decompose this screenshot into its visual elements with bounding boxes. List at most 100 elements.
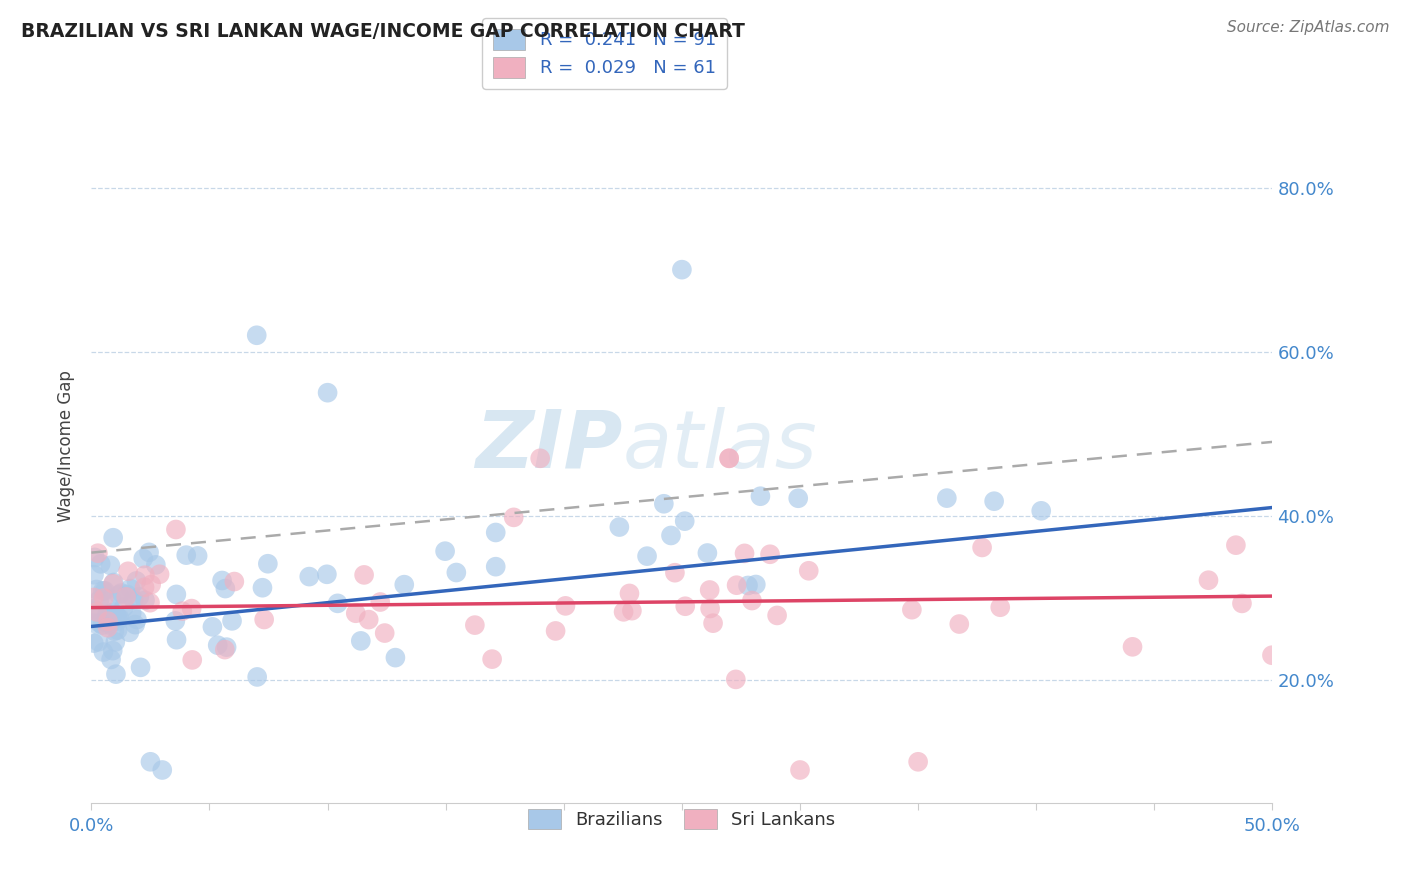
Point xyxy=(214,582,236,596)
Point xyxy=(613,605,636,619)
Point xyxy=(165,523,187,537)
Point xyxy=(609,520,631,534)
Point xyxy=(246,670,269,684)
Point xyxy=(96,607,118,622)
Point xyxy=(357,613,380,627)
Point xyxy=(529,451,551,466)
Point xyxy=(901,602,924,616)
Point xyxy=(97,607,120,622)
Point xyxy=(214,642,236,657)
Point xyxy=(89,616,111,631)
Point xyxy=(619,586,641,600)
Point xyxy=(201,620,224,634)
Point xyxy=(107,614,129,628)
Point xyxy=(745,577,768,591)
Point xyxy=(139,755,162,769)
Point xyxy=(207,638,229,652)
Point xyxy=(174,548,197,562)
Point xyxy=(83,603,105,617)
Point xyxy=(554,599,576,613)
Point xyxy=(935,491,957,505)
Point xyxy=(368,595,391,609)
Point xyxy=(353,568,375,582)
Point xyxy=(699,582,721,597)
Point xyxy=(87,634,110,648)
Point xyxy=(350,633,373,648)
Point xyxy=(1261,648,1284,663)
Point xyxy=(172,604,194,618)
Point xyxy=(107,623,129,637)
Point xyxy=(107,588,129,602)
Point xyxy=(134,568,156,582)
Point xyxy=(749,489,772,503)
Point xyxy=(180,601,202,615)
Point xyxy=(766,608,789,623)
Point xyxy=(118,625,141,640)
Point xyxy=(110,586,132,600)
Point xyxy=(83,591,105,605)
Point xyxy=(344,606,367,620)
Point xyxy=(93,645,115,659)
Point xyxy=(83,616,105,631)
Point xyxy=(100,558,122,573)
Point xyxy=(620,604,643,618)
Point xyxy=(664,566,686,580)
Point xyxy=(104,635,127,649)
Point xyxy=(91,618,114,632)
Point xyxy=(384,650,406,665)
Point xyxy=(434,544,457,558)
Point xyxy=(1031,504,1053,518)
Point xyxy=(101,576,124,591)
Point xyxy=(150,763,173,777)
Y-axis label: Wage/Income Gap: Wage/Income Gap xyxy=(58,370,76,522)
Point xyxy=(316,385,339,400)
Point xyxy=(246,328,269,343)
Point xyxy=(948,617,970,632)
Point xyxy=(446,566,468,580)
Point xyxy=(699,601,721,615)
Point xyxy=(124,617,146,632)
Point xyxy=(1121,640,1143,654)
Point xyxy=(759,547,782,561)
Point xyxy=(253,613,276,627)
Text: ZIP: ZIP xyxy=(475,407,623,485)
Point xyxy=(132,551,155,566)
Point xyxy=(93,591,115,605)
Point xyxy=(485,525,508,540)
Point xyxy=(724,673,747,687)
Point xyxy=(108,611,131,625)
Text: BRAZILIAN VS SRI LANKAN WAGE/INCOME GAP CORRELATION CHART: BRAZILIAN VS SRI LANKAN WAGE/INCOME GAP … xyxy=(21,22,745,41)
Point xyxy=(86,605,108,619)
Point xyxy=(972,541,994,555)
Point xyxy=(120,582,142,596)
Point xyxy=(671,262,693,277)
Point xyxy=(165,614,187,628)
Point xyxy=(104,667,127,681)
Text: Source: ZipAtlas.com: Source: ZipAtlas.com xyxy=(1226,20,1389,35)
Point xyxy=(673,514,696,528)
Point xyxy=(107,611,129,625)
Point xyxy=(112,600,135,615)
Point xyxy=(725,578,748,592)
Point xyxy=(326,596,349,610)
Point xyxy=(100,652,122,666)
Point xyxy=(97,614,120,628)
Point xyxy=(789,763,811,777)
Point xyxy=(96,615,118,630)
Point xyxy=(252,581,274,595)
Point xyxy=(741,593,763,607)
Point xyxy=(128,590,150,604)
Point xyxy=(89,592,111,607)
Point xyxy=(659,528,682,542)
Point xyxy=(502,510,524,524)
Point xyxy=(125,613,148,627)
Point xyxy=(1198,573,1220,587)
Point xyxy=(221,614,243,628)
Point xyxy=(122,593,145,607)
Point xyxy=(121,606,143,620)
Point xyxy=(316,567,339,582)
Point xyxy=(1225,538,1247,552)
Point xyxy=(211,574,233,588)
Point xyxy=(718,451,741,466)
Point xyxy=(907,755,929,769)
